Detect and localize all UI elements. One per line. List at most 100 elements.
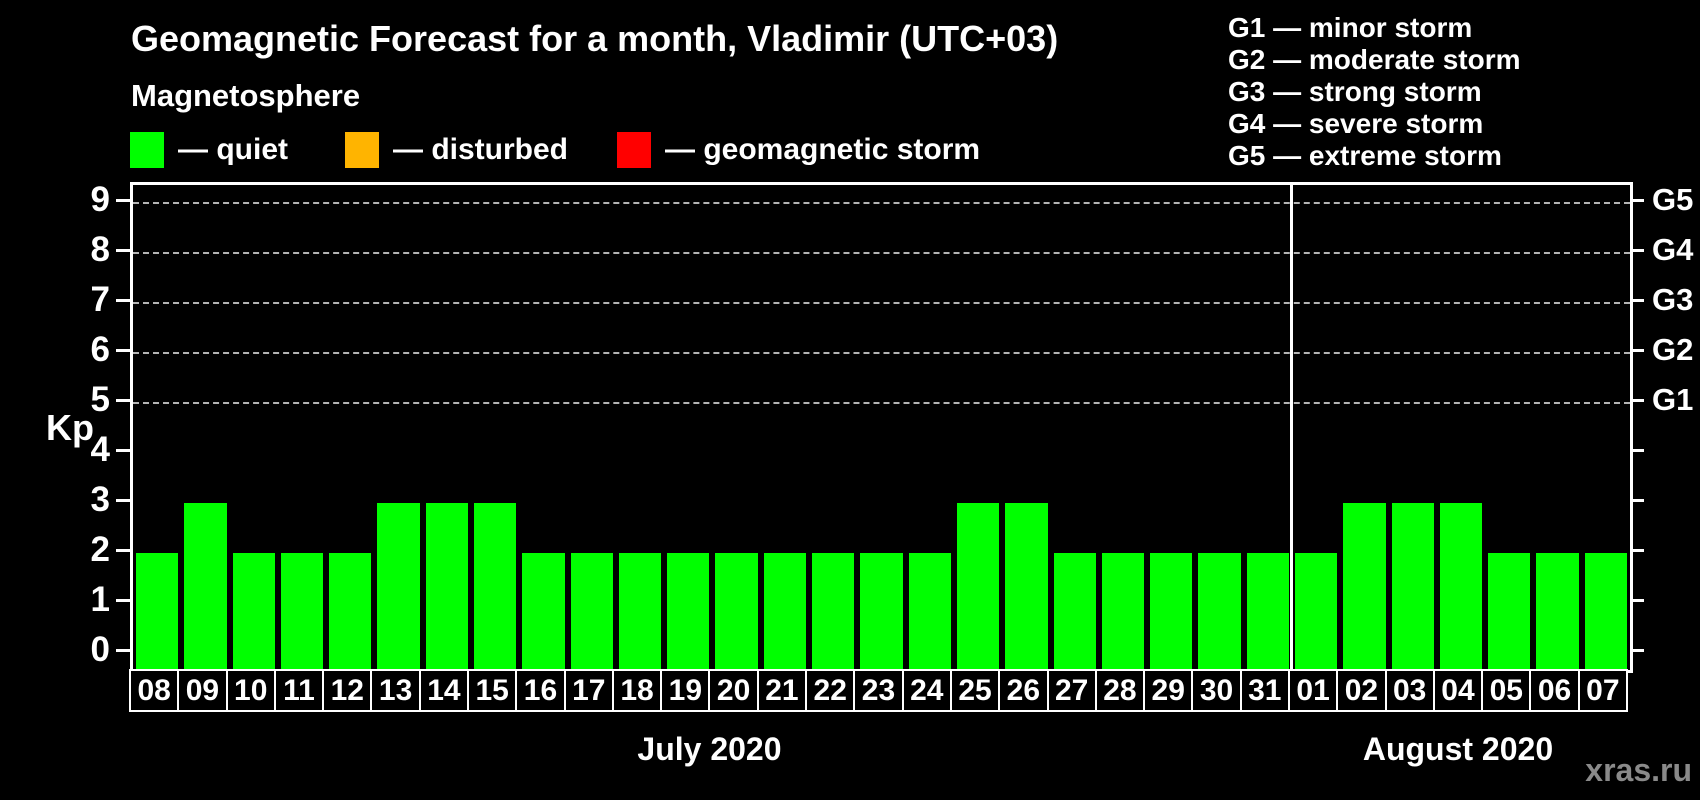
right-tick-3: [1630, 499, 1644, 502]
date-cell-22: 22: [805, 669, 856, 712]
y-tick-label-6: 6: [90, 330, 110, 369]
date-cell-13: 13: [370, 669, 421, 712]
kp-bar-day-11: [280, 553, 324, 670]
right-tick-1: [1630, 599, 1644, 602]
date-axis: 08 09 10 11 12 13 14 15 16 17 18 19 20 21 22 23 24 25 26 27…: [129, 669, 1628, 717]
month-label-0: July 2020: [637, 731, 782, 767]
gridline-kp9: [133, 202, 1630, 204]
kp-bar-day-29: [1150, 553, 1193, 670]
kp-bar-day-19: [667, 553, 710, 670]
left-tick-8: [116, 249, 130, 252]
storm-scale-g3: G3 — strong storm: [1228, 76, 1482, 107]
kp-bar-day-25: [956, 503, 1000, 670]
kp-bar-day-10: [232, 553, 275, 670]
y-tick-label-8: 8: [90, 230, 110, 269]
kp-bar-day-16: [522, 553, 565, 670]
left-tick-6: [116, 349, 130, 352]
date-cell-25: 25: [949, 669, 1001, 712]
kp-bar-day-24: [908, 553, 951, 670]
right-tick-6: [1630, 349, 1644, 352]
date-cell-28: 28: [1094, 669, 1146, 712]
y-tick-label-9: 9: [90, 180, 110, 219]
left-tick-5: [116, 399, 130, 402]
g-axis-label-g4: G4: [1652, 232, 1694, 267]
kp-bar-day-02: [1343, 503, 1386, 670]
right-tick-0: [1630, 649, 1644, 652]
date-cell-30: 30: [1191, 669, 1242, 712]
gridline-kp7: [133, 302, 1630, 304]
left-tick-1: [116, 599, 130, 602]
date-cell-15: 15: [467, 669, 518, 712]
geomagnetic-storm-color-swatch: [617, 132, 651, 168]
date-cell-12: 12: [322, 669, 373, 712]
right-tick-4: [1630, 449, 1644, 452]
legend-label-disturbed: — disturbed: [393, 133, 569, 166]
date-cell-11: 11: [273, 669, 325, 712]
left-tick-4: [116, 449, 130, 452]
left-tick-7: [116, 299, 130, 302]
date-cell-01: 01: [1287, 669, 1339, 712]
month-label-1: August 2020: [1362, 731, 1554, 767]
date-cell-21: 21: [756, 669, 808, 712]
kp-bar-day-09: [184, 503, 227, 670]
g-axis-label-g3: G3: [1652, 282, 1694, 317]
right-tick-7: [1630, 299, 1644, 302]
kp-bar-day-13: [377, 503, 420, 670]
storm-scale-g5: G5 — extreme storm: [1228, 140, 1502, 171]
kp-bar-day-08: [136, 553, 179, 670]
kp-bar-day-03: [1391, 503, 1434, 670]
left-tick-2: [116, 549, 130, 552]
kp-bar-day-05: [1488, 553, 1531, 670]
y-tick-label-0: 0: [90, 630, 110, 669]
legend-item-geomagnetic-storm: — geomagnetic storm: [617, 131, 980, 169]
kp-bar-day-04: [1439, 503, 1483, 670]
date-cell-08: 08: [129, 669, 180, 712]
date-cell-06: 06: [1529, 669, 1580, 712]
left-tick-3: [116, 499, 130, 502]
y-tick-label-5: 5: [90, 380, 110, 419]
kp-bar-day-23: [860, 553, 903, 670]
kp-bar-day-28: [1101, 553, 1145, 670]
kp-bar-day-17: [570, 553, 613, 670]
date-cell-19: 19: [660, 669, 711, 712]
g-axis-label-g5: G5: [1652, 182, 1694, 217]
date-cell-27: 27: [1046, 669, 1097, 712]
right-tick-8: [1630, 249, 1644, 252]
kp-bar-day-18: [618, 553, 662, 670]
date-cell-14: 14: [418, 669, 470, 712]
storm-scale-legend: G1 — minor storm G2 — moderate storm G3 …: [1228, 12, 1521, 172]
storm-scale-g4: G4 — severe storm: [1228, 108, 1484, 139]
date-cell-26: 26: [998, 669, 1049, 712]
kp-bar-day-12: [329, 553, 372, 670]
gridline-kp5: [133, 402, 1630, 404]
month-separator: [1290, 185, 1294, 670]
right-tick-5: [1630, 399, 1644, 402]
kp-bar-day-20: [715, 553, 758, 670]
date-cell-10: 10: [225, 669, 276, 712]
kp-bar-day-06: [1536, 553, 1579, 670]
storm-scale-g1: G1 — minor storm: [1228, 12, 1473, 43]
kp-bar-day-07: [1584, 553, 1627, 670]
date-cell-04: 04: [1432, 669, 1484, 712]
legend-item-disturbed: — disturbed: [345, 131, 568, 169]
date-cell-09: 09: [177, 669, 228, 712]
y-tick-label-3: 3: [90, 480, 110, 519]
legend-label-geomagnetic-storm: — geomagnetic storm: [665, 133, 981, 166]
kp-bar-day-27: [1053, 553, 1096, 670]
left-tick-9: [116, 199, 130, 202]
chart-title: Geomagnetic Forecast for a month, Vladim…: [131, 18, 1059, 59]
gridline-kp6: [133, 352, 1630, 354]
g-axis-label-g2: G2: [1652, 332, 1694, 367]
legend-label-quiet: — quiet: [178, 133, 288, 166]
gridline-kp8: [133, 252, 1630, 254]
y-axis-title: Kp: [46, 407, 94, 448]
y-tick-label-1: 1: [90, 580, 110, 619]
kp-bar-day-22: [812, 553, 855, 670]
date-cell-16: 16: [515, 669, 566, 712]
date-cell-23: 23: [853, 669, 904, 712]
legend-item-quiet: — quiet: [130, 131, 288, 169]
date-cell-02: 02: [1336, 669, 1387, 712]
watermark: xras.ru: [1585, 752, 1692, 788]
date-cell-18: 18: [611, 669, 663, 712]
